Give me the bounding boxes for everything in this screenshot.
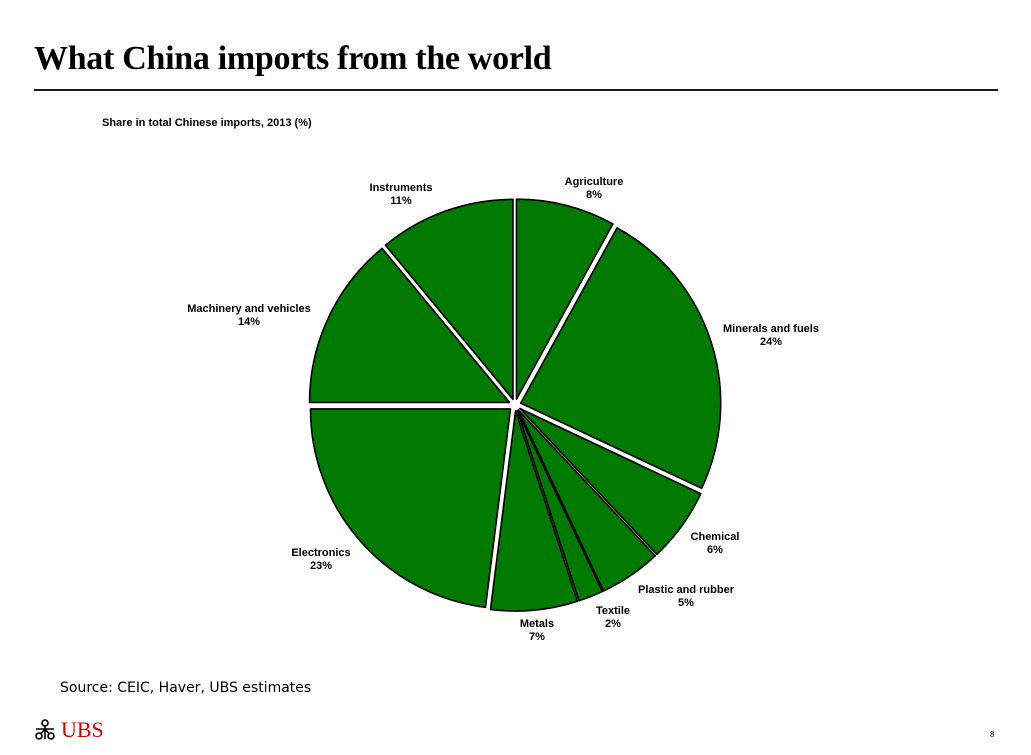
slice-value-label: 11% bbox=[390, 195, 412, 207]
slice-value-label: 24% bbox=[760, 336, 782, 348]
pie-slice-textile bbox=[516, 409, 604, 602]
slice-label: Metals bbox=[520, 618, 554, 630]
pie-slice-plastic-and-rubber bbox=[517, 409, 657, 592]
pie-slice-electronics bbox=[309, 408, 512, 609]
slice-label: Electronics bbox=[291, 547, 350, 559]
slice-label: Machinery and vehicles bbox=[187, 303, 311, 315]
slide-title: What China imports from the world bbox=[34, 40, 552, 77]
slice-value-label: 2% bbox=[605, 618, 621, 630]
slice-value-label: 7% bbox=[529, 631, 545, 643]
page-number: 8 bbox=[990, 730, 995, 739]
slice-value-label: 8% bbox=[586, 189, 602, 201]
slice-value-label: 6% bbox=[707, 544, 723, 556]
title-divider bbox=[34, 89, 998, 91]
slice-label: Agriculture bbox=[565, 176, 624, 188]
pie-slice-machinery-and-vehicles bbox=[308, 247, 511, 404]
slice-label: Textile bbox=[596, 605, 630, 617]
pie-slice-metals bbox=[489, 410, 579, 612]
keys-icon bbox=[35, 719, 55, 740]
ubs-logo: UBS bbox=[33, 715, 104, 745]
pie-slice-minerals-and-fuels bbox=[519, 227, 722, 490]
slice-label: Chemical bbox=[691, 531, 740, 543]
slice-label: Plastic and rubber bbox=[638, 584, 735, 596]
slice-label: Minerals and fuels bbox=[723, 323, 819, 335]
slice-value-label: 14% bbox=[238, 316, 260, 328]
chart-title: Share in total Chinese imports, 2013 (%) bbox=[102, 117, 312, 129]
slice-value-label: 23% bbox=[310, 560, 332, 572]
logo-text: UBS bbox=[61, 717, 104, 742]
pie-slice-chemical bbox=[519, 407, 702, 556]
slice-value-label: 5% bbox=[678, 597, 694, 609]
pie-slice-agriculture bbox=[515, 198, 614, 400]
slice-label: Instruments bbox=[370, 182, 433, 194]
source-note: Source: CEIC, Haver, UBS estimates bbox=[60, 680, 312, 696]
pie-slice-instruments bbox=[384, 198, 514, 401]
